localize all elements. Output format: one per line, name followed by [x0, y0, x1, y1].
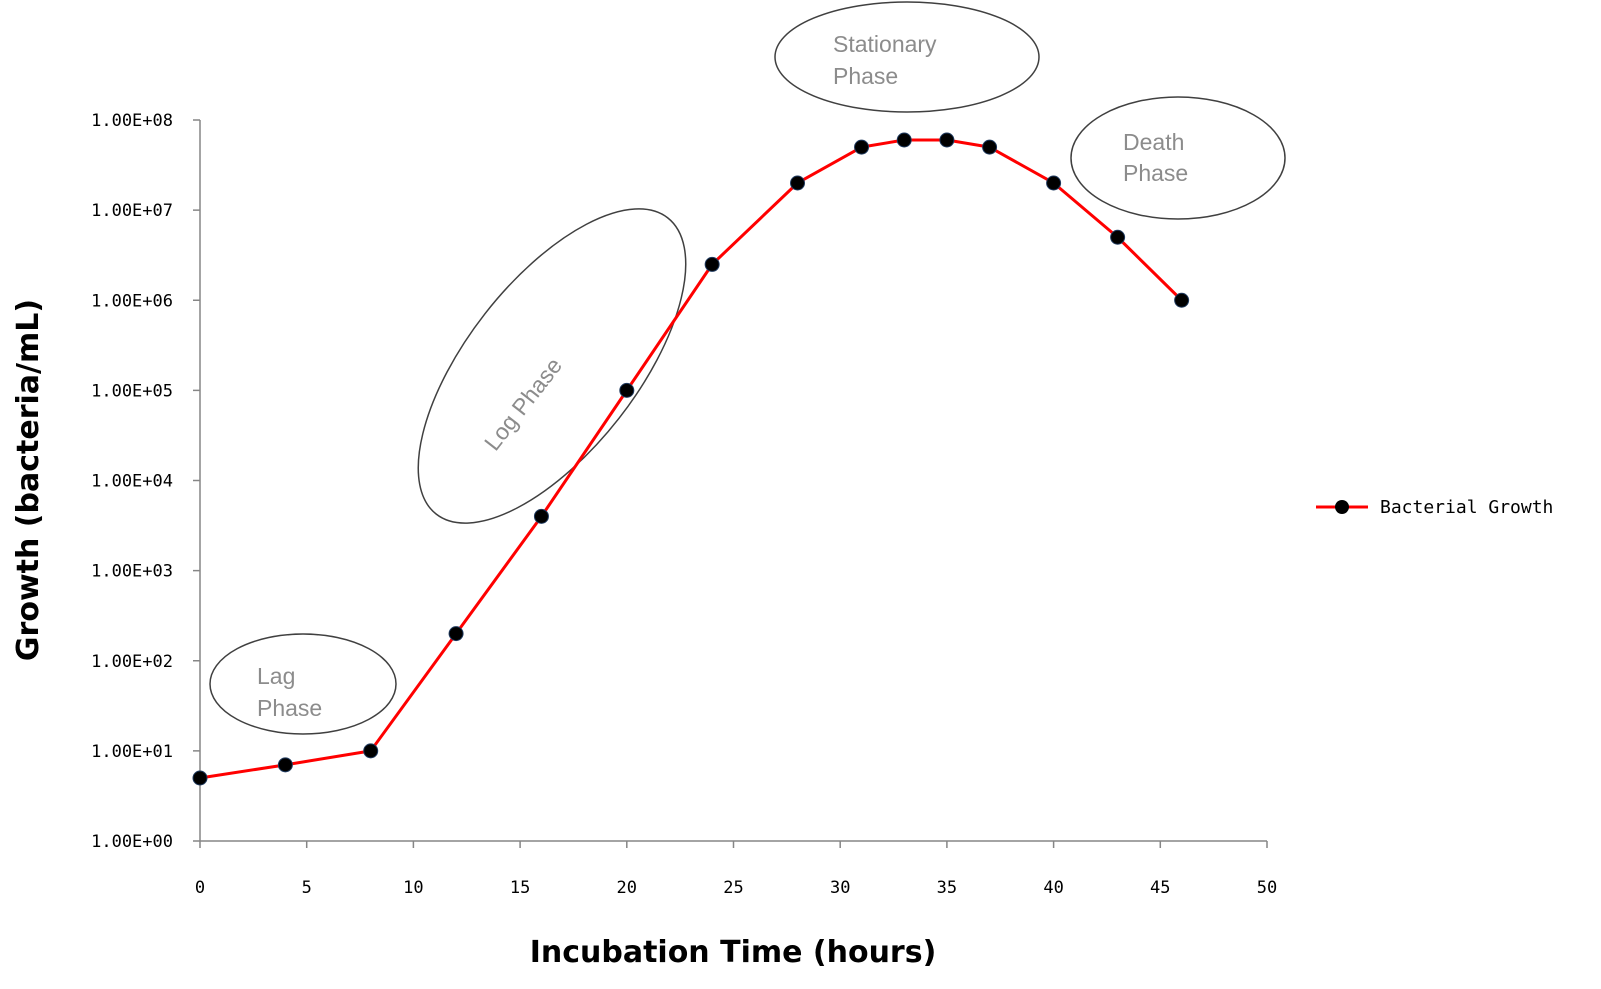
data-point [939, 132, 955, 148]
phase-annotation: Stationary Phase [774, 1, 1040, 113]
data-point [533, 508, 549, 524]
data-point [854, 139, 870, 155]
y-tick-label: 1.00E+00 [91, 832, 173, 852]
y-tick-label: 1.00E+05 [91, 381, 173, 401]
phase-ellipse [209, 633, 397, 735]
data-point [192, 770, 208, 786]
data-point [1046, 175, 1062, 191]
phase-ellipse [774, 1, 1040, 113]
data-point [448, 626, 464, 642]
data-point [896, 132, 912, 148]
phase-label: Phase [1123, 160, 1188, 186]
x-tick-label: 5 [302, 878, 312, 898]
data-point [1110, 229, 1126, 245]
data-point [790, 175, 806, 191]
y-axis-title: Growth (bacteria/mL) [11, 299, 46, 661]
phase-annotations: Lag Phase Log Phase Stationary Phase Death Pha… [209, 1, 1286, 735]
y-tick-label: 1.00E+08 [91, 111, 173, 131]
y-tick-label: 1.00E+06 [91, 291, 173, 311]
data-point [1174, 292, 1190, 308]
x-tick-label: 40 [1043, 878, 1063, 898]
phase-label: Phase [257, 695, 322, 721]
legend: Bacterial Growth [1316, 497, 1553, 518]
data-point [363, 743, 379, 759]
phase-annotation: Death Phase [1070, 96, 1286, 220]
phase-annotation: Log Phase [417, 208, 687, 524]
series-bacterial-growth [192, 132, 1190, 786]
tick-labels: 0 5 10 15 20 25 30 35 40 45 50 1.00E+00 1.00E+01 1.00… [91, 111, 1277, 898]
axes [193, 119, 1268, 848]
y-tick-label: 1.00E+04 [91, 472, 173, 492]
data-point [704, 256, 720, 272]
phase-label: Phase [833, 63, 898, 89]
data-point [619, 382, 635, 398]
x-tick-label: 35 [937, 878, 957, 898]
y-tick-label: 1.00E+03 [91, 562, 173, 582]
x-tick-label: 45 [1150, 878, 1170, 898]
x-axis-title: Incubation Time (hours) [530, 935, 937, 970]
legend-label: Bacterial Growth [1380, 497, 1553, 518]
y-tick-label: 1.00E+01 [91, 742, 173, 762]
phase-label: Lag [257, 663, 295, 689]
x-tick-label: 30 [830, 878, 850, 898]
y-tick-label: 1.00E+07 [91, 201, 173, 221]
phase-annotation: Lag Phase [209, 633, 397, 735]
phase-label: Death [1123, 129, 1184, 155]
phase-label: Stationary [833, 31, 937, 57]
x-tick-label: 20 [617, 878, 637, 898]
x-tick-label: 15 [510, 878, 530, 898]
series-line [199, 138, 1183, 780]
phase-label: Log Phase [479, 353, 567, 456]
data-point [277, 757, 293, 773]
x-tick-label: 25 [723, 878, 743, 898]
x-tick-label: 50 [1257, 878, 1277, 898]
data-point [982, 139, 998, 155]
phase-ellipse [1070, 96, 1286, 220]
phase-ellipse [417, 208, 687, 524]
x-tick-label: 0 [195, 878, 205, 898]
legend-marker [1335, 500, 1349, 514]
y-tick-label: 1.00E+02 [91, 652, 173, 672]
x-tick-label: 10 [403, 878, 423, 898]
